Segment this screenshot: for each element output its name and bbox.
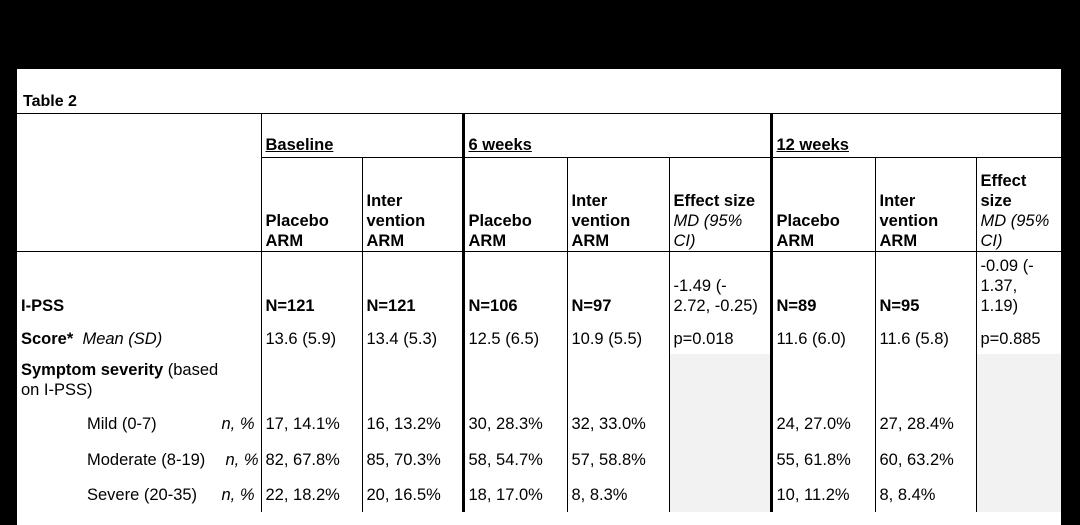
empty-shaded-cell [668,353,771,404]
table-row: Severe (20-35) n, % 22, 18.2% 20, 16.5% 1… [17,476,1062,512]
empty-shaded-cell [975,476,1062,512]
score-label: Score* Mean (SD) [21,329,163,348]
score-cell: 12.5 (6.5) [461,317,567,354]
p-value-12w: p=0.885 [975,317,1062,354]
empty-cell [769,353,875,404]
data-cell: 58, 54.7% [461,441,567,477]
data-cell: 27, 28.4% [874,403,976,442]
data-cell: 85, 70.3% [361,441,463,477]
header-effect-6w: Effect size MD (95% CI) [668,157,771,252]
data-cell: 10, 11.2% [769,476,875,512]
empty-cell [461,353,567,404]
empty-shaded-cell [668,441,771,477]
effect-6w-value: -1.49 (- 2.72, -0.25) [668,251,771,318]
ipss-row: I-PSS N=121 N=121 N=106 N=97 -1.49 (- 2.7… [17,251,1062,318]
group-baseline: Baseline [260,113,463,158]
n-cell: N=97 [566,251,669,318]
row-label: Mild (0-7) n, % [87,414,255,433]
data-cell: 18, 17.0% [461,476,567,512]
table-title: Table 2 [23,93,77,110]
table-row: Mild (0-7) n, % 17, 14.1% 16, 13.2% 30, 2… [17,403,1062,442]
ipss-label: I-PSS [21,296,65,315]
empty-shaded-cell [668,403,771,442]
empty-cell [874,353,976,404]
data-cell: 55, 61.8% [769,441,875,477]
empty-cell [361,353,463,404]
empty-header-cell [17,114,261,158]
header-effect-12w: Effect size MD (95% CI) [975,157,1062,252]
data-cell: 30, 28.3% [461,403,567,442]
data-cell: 22, 18.2% [260,476,362,512]
document-page: Table 2 Baseline 6 weeks 12 weeks Placeb… [17,69,1062,525]
data-cell: 32, 33.0% [566,403,669,442]
severity-label: Symptom severity (based on I-PSS) [21,360,219,399]
group-header-row: Baseline 6 weeks 12 weeks [17,113,1062,158]
header-intervention-baseline: Inter vention ARM [361,157,463,252]
n-cell: N=95 [874,251,976,318]
score-cell: 11.6 (6.0) [769,317,875,354]
data-cell: 17, 14.1% [260,403,362,442]
data-cell: 8, 8.4% [874,476,976,512]
data-cell: 24, 27.0% [769,403,875,442]
header-placebo-6w: Placebo ARM [461,157,567,252]
data-cell: 60, 63.2% [874,441,976,477]
header-intervention-6w: Inter vention ARM [566,157,669,252]
score-cell: 13.4 (5.3) [361,317,463,354]
empty-shaded-cell [975,441,1062,477]
group-6-weeks: 6 weeks [461,113,771,158]
n-cell: N=121 [260,251,362,318]
data-cell: 8, 8.3% [566,476,669,512]
empty-cell [260,353,362,404]
n-cell: N=106 [461,251,567,318]
score-row: Score* Mean (SD) 13.6 (5.9) 13.4 (5.3) 1… [17,317,1062,354]
results-table: Baseline 6 weeks 12 weeks Placebo ARM Int… [17,113,1062,512]
table-row: Moderate (8-19) n, % 82, 67.8% 85, 70.3% … [17,441,1062,477]
effect-12w-value: -0.09 (- 1.37, 1.19) [975,251,1062,318]
column-header-row: Placebo ARM Inter vention ARM Placebo ARM In… [17,157,1062,252]
data-cell: 57, 58.8% [566,441,669,477]
score-cell: 11.6 (5.8) [874,317,976,354]
header-placebo-baseline: Placebo ARM [260,157,362,252]
data-cell: 20, 16.5% [361,476,463,512]
group-12-weeks: 12 weeks [769,113,1062,158]
severity-header-row: Symptom severity (based on I-PSS) [17,353,1062,404]
p-value-6w: p=0.018 [668,317,771,354]
header-placebo-12w: Placebo ARM [769,157,875,252]
row-label: Severe (20-35) n, % [87,485,255,504]
empty-shaded-cell [668,476,771,512]
empty-cell [566,353,669,404]
n-cell: N=121 [361,251,463,318]
header-intervention-12w: Inter vention ARM [874,157,976,252]
score-cell: 10.9 (5.5) [566,317,669,354]
empty-shaded-cell [975,353,1062,404]
data-cell: 82, 67.8% [260,441,362,477]
n-cell: N=89 [769,251,875,318]
data-cell: 16, 13.2% [361,403,463,442]
empty-shaded-cell [975,403,1062,442]
row-label: Moderate (8-19) n, % [87,450,259,469]
score-cell: 13.6 (5.9) [260,317,362,354]
empty-header-cell [17,158,261,252]
